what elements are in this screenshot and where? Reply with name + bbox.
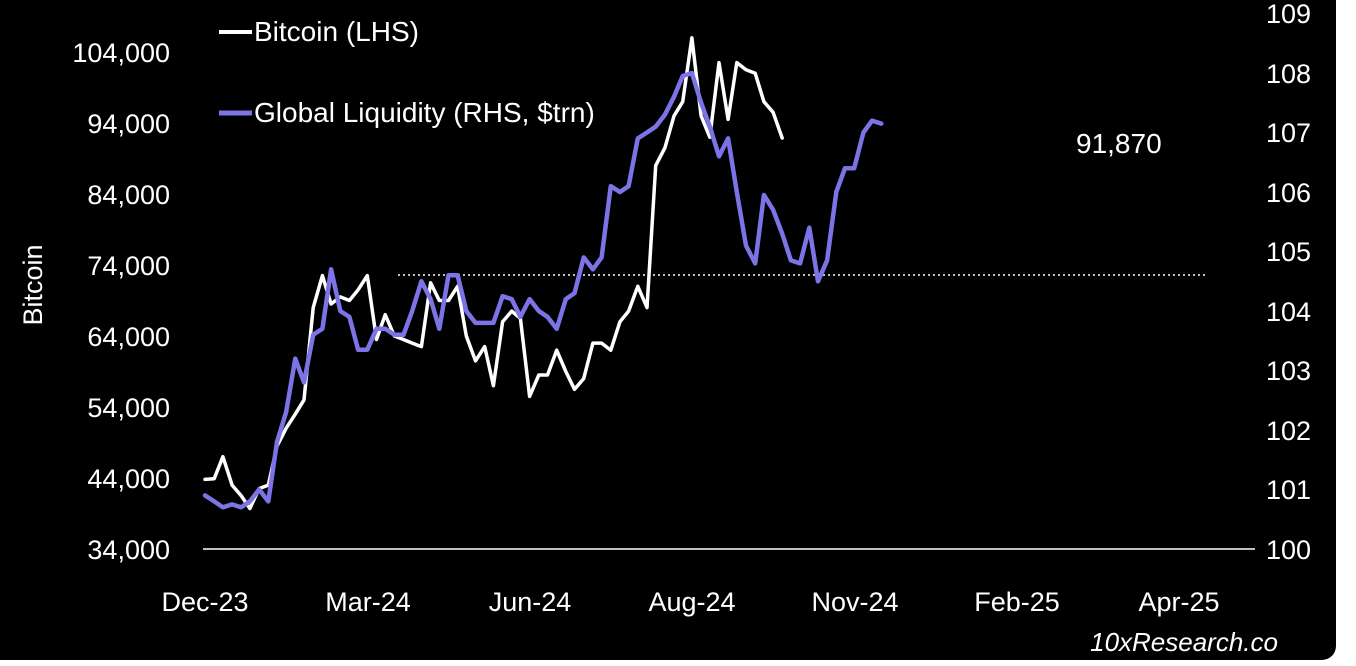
y-right-tick-label: 107 [1266, 118, 1311, 148]
y-left-tick-label: 34,000 [87, 535, 170, 565]
y-right-tick-label: 101 [1266, 475, 1311, 505]
y-right-tick-label: 108 [1266, 59, 1311, 89]
y-right-tick-label: 100 [1266, 535, 1311, 565]
y-axis-right: 100 101 102 103 104 105 106 107 108 109 [1266, 0, 1311, 565]
y-right-tick-label: 105 [1266, 237, 1311, 267]
x-tick-label: Mar-24 [325, 587, 411, 617]
y-left-tick-label: 64,000 [87, 322, 170, 352]
x-axis: Dec-23 Mar-24 Jun-24 Aug-24 Nov-24 Feb-2… [161, 587, 1219, 617]
y-right-tick-label: 102 [1266, 416, 1311, 446]
y-left-tick-label: 74,000 [87, 251, 170, 281]
x-tick-label: Jun-24 [489, 587, 572, 617]
x-tick-label: Nov-24 [811, 587, 898, 617]
y-left-tick-label: 44,000 [87, 464, 170, 494]
legend-label-bitcoin: Bitcoin (LHS) [254, 16, 419, 47]
y-right-tick-label: 103 [1266, 356, 1311, 386]
y-axis-left-title: Bitcoin [18, 244, 48, 325]
x-tick-label: Feb-25 [974, 587, 1060, 617]
x-tick-label: Apr-25 [1138, 587, 1219, 617]
y-right-tick-label: 109 [1266, 0, 1311, 29]
legend: Bitcoin (LHS) Global Liquidity (RHS, $tr… [219, 16, 595, 128]
series-line-bitcoin [203, 36, 784, 511]
y-left-tick-label: 84,000 [87, 180, 170, 210]
series-line-global-liquidity [202, 70, 884, 510]
y-axis-left: 34,000 44,000 54,000 64,000 74,000 84,00… [72, 38, 170, 565]
y-left-tick-label: 94,000 [87, 109, 170, 139]
chart-frame: 34,000 44,000 54,000 64,000 74,000 84,00… [0, 0, 1336, 660]
source-watermark: 10xResearch.co [1090, 627, 1278, 657]
y-left-tick-label: 104,000 [72, 38, 170, 68]
bitcoin-last-value-label: 91,870 [1076, 128, 1162, 159]
chart-svg: 34,000 44,000 54,000 64,000 74,000 84,00… [18, 0, 1311, 657]
y-right-tick-label: 106 [1266, 178, 1311, 208]
legend-label-global-liquidity: Global Liquidity (RHS, $trn) [254, 97, 595, 128]
y-left-tick-label: 54,000 [87, 393, 170, 423]
x-tick-label: Dec-23 [161, 587, 248, 617]
y-right-tick-label: 104 [1266, 297, 1311, 327]
x-tick-label: Aug-24 [648, 587, 735, 617]
